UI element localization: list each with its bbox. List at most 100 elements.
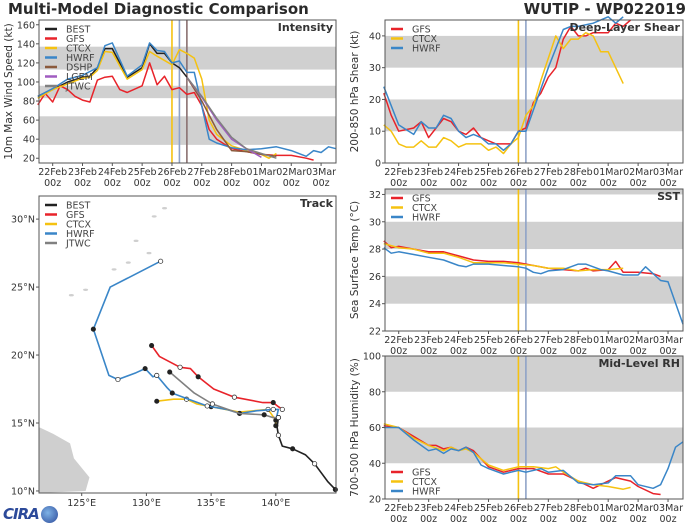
x-tick-label: 00z	[450, 514, 467, 525]
shear-panel: 01020304022Feb00z23Feb00z24Feb00z25Feb00…	[349, 16, 684, 189]
land-masses	[39, 207, 168, 493]
x-tick-label: 00z	[570, 346, 587, 357]
y-tick-label: 0	[375, 159, 381, 170]
track-point	[231, 394, 237, 400]
x-tick-label: 27Feb	[534, 503, 563, 514]
track-point	[167, 369, 173, 375]
x-tick-label: 00z	[163, 178, 180, 189]
y-tick-label: 80	[23, 97, 35, 108]
x-tick-label: 02Mar	[276, 167, 306, 178]
x-tick-label: 23Feb	[414, 335, 443, 346]
track-panel: 10°N 15°N 20°N 25°N 30°N 125°E 130°E 135°E 140°E…	[11, 195, 338, 509]
island	[83, 288, 89, 291]
track-point	[270, 400, 276, 406]
island	[162, 207, 168, 210]
x-tick-label: 130°E	[132, 498, 161, 509]
y-tick-label: 30	[369, 63, 381, 74]
x-tick-label: 00z	[600, 346, 617, 357]
x-tick-label: 00z	[450, 346, 467, 357]
x-tick-label: 01Mar	[246, 167, 276, 178]
y-tick-label: 60	[369, 423, 381, 434]
y-tick-label: 22	[369, 327, 381, 338]
legend-label: GFS	[66, 210, 85, 221]
island	[151, 215, 157, 218]
plot-frame	[38, 19, 337, 164]
x-tick-label: 22Feb	[384, 335, 413, 346]
track-point	[261, 412, 267, 418]
track-point	[142, 366, 148, 372]
x-tick-label: 00z	[510, 178, 527, 189]
series-ctcx-line	[383, 31, 624, 155]
x-tick-label: 24Feb	[98, 167, 127, 178]
x-tick-label: 24Feb	[444, 503, 473, 514]
island	[125, 261, 131, 264]
track-point	[195, 374, 201, 380]
x-tick-label: 00z	[390, 346, 407, 357]
y-tick-label: 32	[369, 190, 381, 201]
x-tick-label: 28Feb	[564, 503, 593, 514]
x-tick-label: 00z	[450, 178, 467, 189]
x-tick-label: 27Feb	[187, 167, 216, 178]
x-tick-label: 01Mar	[593, 335, 623, 346]
legend-label: GFS	[412, 194, 431, 205]
x-tick-label: 00z	[134, 178, 151, 189]
legend-label: CTCX	[412, 203, 438, 214]
y-tick-label: 40	[369, 459, 381, 470]
y-tick-label: 20	[369, 95, 381, 106]
legend-label: CTCX	[66, 44, 92, 55]
track-point	[273, 423, 279, 429]
track-point	[90, 326, 96, 332]
shaded-band	[385, 35, 683, 68]
series-hwrf-line	[383, 247, 684, 325]
x-tick-label: 00z	[600, 178, 617, 189]
legend-label: HWRF	[66, 229, 95, 240]
panel-title: Track	[300, 197, 334, 210]
rh-panel: 2040608010022Feb00z23Feb00z24Feb00z25Feb…	[349, 352, 684, 525]
x-tick-label: 00z	[480, 346, 497, 357]
x-tick-label: 00z	[570, 514, 587, 525]
track-point	[290, 446, 296, 452]
y-tick-label: 140	[17, 39, 35, 50]
panel-title: Intensity	[278, 21, 333, 34]
y-axis-label: 700-500 hPa Humidity (%)	[349, 358, 361, 497]
track-point	[275, 432, 281, 438]
track-point	[332, 487, 338, 493]
track-point	[204, 403, 210, 409]
track-point	[177, 364, 183, 370]
series-hwrf-line	[383, 426, 684, 490]
cira-logo: CIRA	[3, 505, 58, 523]
series-jtwc-line	[186, 76, 277, 159]
series-ctcx-line	[37, 48, 277, 159]
x-tick-label: 03Mar	[306, 167, 336, 178]
y-axis-label: 10m Max Wind Speed (kt)	[3, 23, 15, 159]
y-tick-label: 40	[369, 31, 381, 42]
legend-label: DSHP	[66, 63, 92, 74]
island	[133, 239, 139, 243]
x-tick-label: 24Feb	[444, 167, 473, 178]
x-tick-label: 00z	[390, 178, 407, 189]
philippines-land	[39, 427, 90, 493]
y-tick-label: 30°N	[11, 215, 35, 226]
x-tick-label: 23Feb	[414, 503, 443, 514]
y-tick-label: 26	[369, 272, 381, 283]
main-title: Multi-Model Diagnostic Comparison	[8, 0, 309, 18]
legend-label: GFS	[412, 25, 431, 36]
x-tick-label: 00z	[74, 178, 91, 189]
x-tick-label: 00z	[540, 514, 557, 525]
storm-title: WUTIP - WP022019	[523, 0, 686, 18]
legend-label: BEST	[66, 201, 91, 212]
track-point	[279, 406, 285, 412]
logo-text: CIRA	[3, 505, 40, 523]
y-tick-label: 30	[369, 217, 381, 228]
series-dshp-line	[186, 76, 277, 158]
x-tick-label: 00z	[420, 514, 437, 525]
island	[111, 268, 117, 271]
x-tick-label: 01Mar	[593, 167, 623, 178]
x-tick-label: 26Feb	[504, 335, 533, 346]
y-tick-label: 80	[369, 387, 381, 398]
legend-label: GFS	[412, 468, 431, 479]
y-tick-label: 20	[369, 495, 381, 506]
island	[146, 251, 152, 255]
y-tick-label: 100	[363, 352, 381, 363]
